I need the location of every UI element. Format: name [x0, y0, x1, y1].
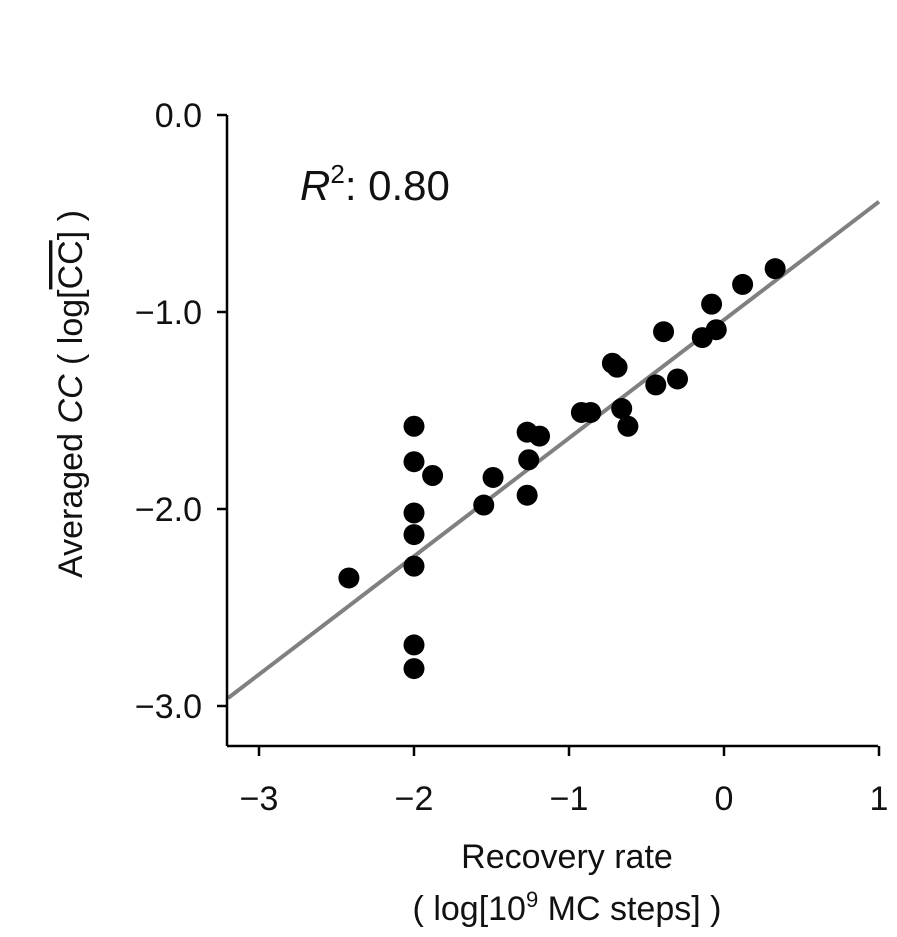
data-point-9: [422, 465, 444, 487]
data-point-2: [403, 415, 425, 437]
y-tick-label-2: −2.0: [135, 491, 202, 529]
data-point-19: [606, 356, 628, 378]
x-tick-label-3: 0: [715, 780, 734, 818]
data-point-23: [653, 321, 675, 343]
data-point-15: [529, 425, 551, 447]
data-point-24: [667, 368, 688, 390]
data-point-14: [516, 484, 538, 506]
data-point-11: [482, 466, 504, 488]
x-axis-label-line2: ( log[109 MC steps] ): [413, 887, 722, 928]
data-point-3: [403, 451, 425, 473]
y-axis-label: Averaged CC ( log[CC] ): [52, 210, 90, 578]
x-axis-label-line1: Recovery rate: [461, 838, 673, 876]
x-tick-label-2: −1: [550, 780, 589, 818]
annotation-r-squared: R2: 0.80: [300, 159, 450, 209]
data-point-21: [617, 415, 639, 437]
data-point-17: [580, 401, 602, 423]
fit-line: [226, 200, 881, 700]
data-point-29: [764, 258, 786, 280]
data-point-4: [403, 502, 425, 524]
data-point-6: [403, 555, 425, 577]
data-point-1: [338, 567, 360, 589]
y-tick-label-3: −3.0: [135, 688, 202, 726]
data-point-13: [518, 449, 540, 471]
data-point-28: [732, 273, 754, 295]
data-point-20: [611, 398, 633, 420]
x-tick-label-1: −2: [395, 780, 434, 818]
data-point-22: [645, 374, 667, 396]
data-point-5: [403, 524, 425, 546]
y-tick-label-1: −1.0: [135, 294, 202, 332]
data-point-7: [403, 634, 425, 656]
x-tick-label-0: −3: [240, 780, 279, 818]
data-point-8: [403, 658, 425, 680]
data-point-26: [701, 293, 723, 315]
data-point-10: [473, 494, 495, 516]
x-tick-label-4: 1: [870, 780, 889, 818]
y-tick-label-0: 0.0: [155, 97, 202, 135]
data-point-27: [705, 319, 727, 341]
